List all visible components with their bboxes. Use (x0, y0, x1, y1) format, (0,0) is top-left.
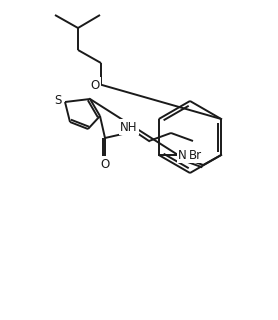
Text: NH: NH (120, 121, 138, 133)
Text: O: O (90, 78, 100, 92)
Text: Br: Br (189, 148, 202, 162)
Text: N: N (178, 148, 187, 162)
Text: S: S (54, 93, 62, 107)
Text: O: O (100, 157, 110, 171)
